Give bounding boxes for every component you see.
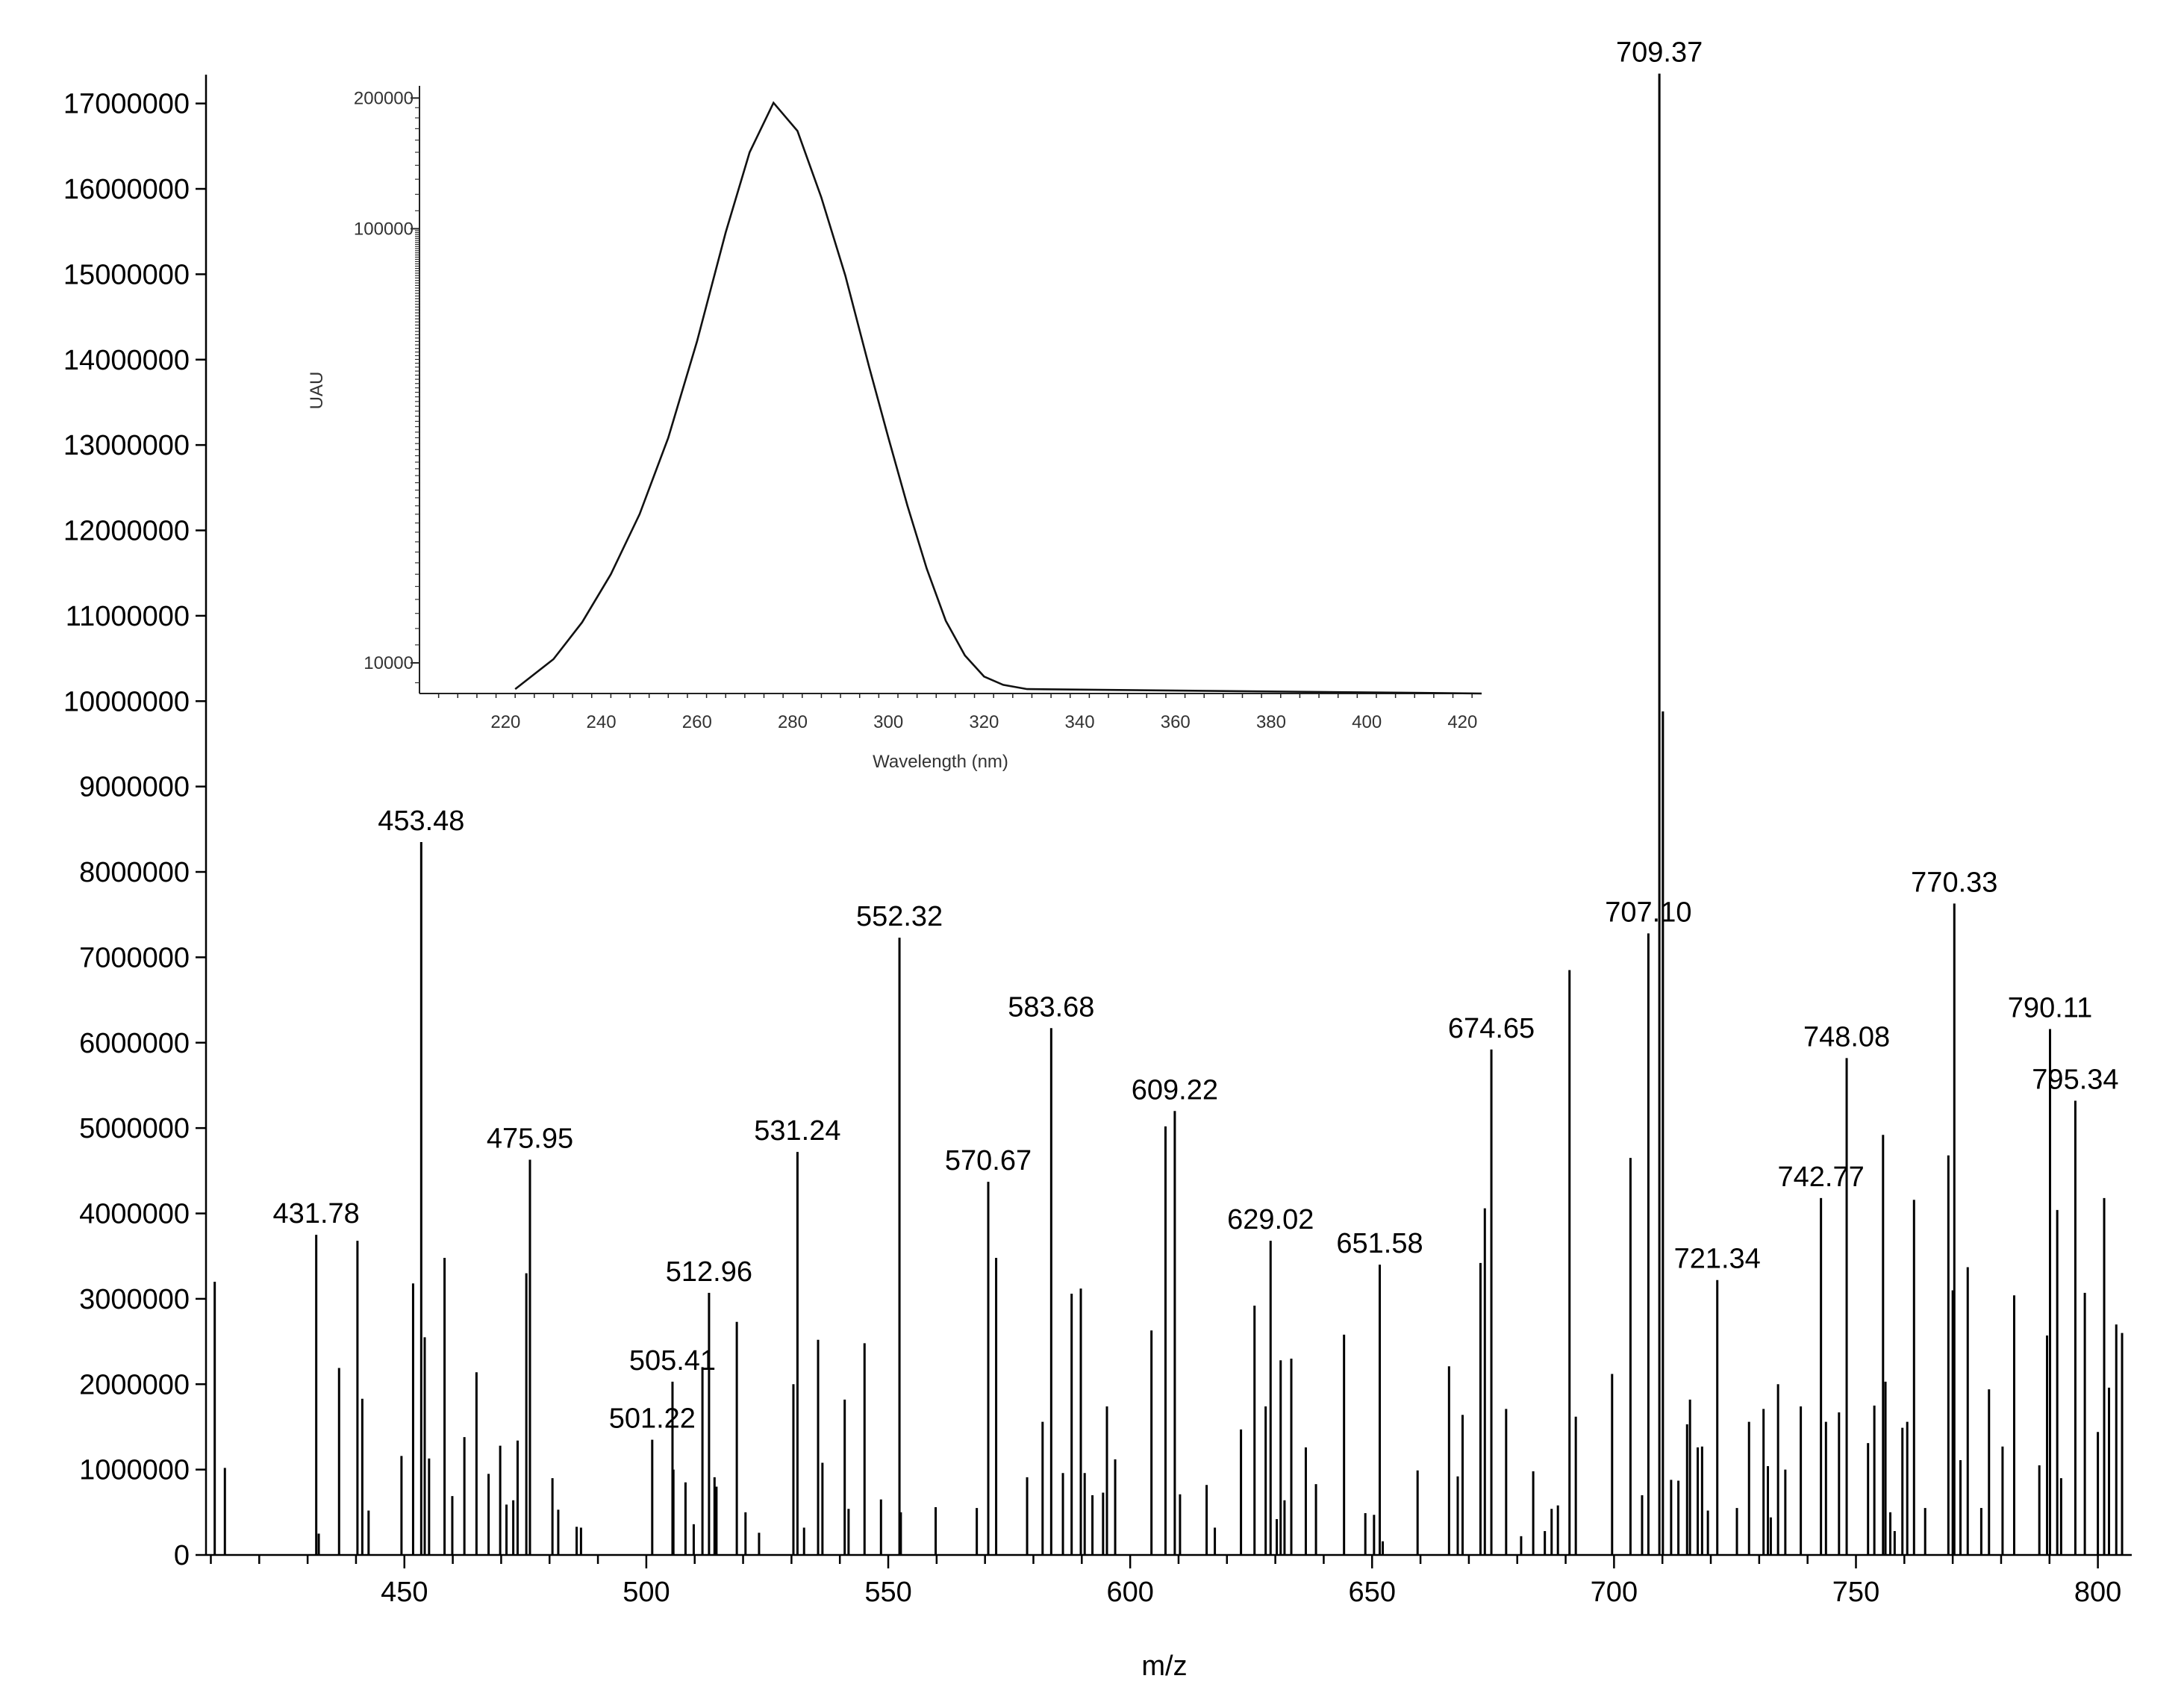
ms-y-tick-label: 5000000 [79,1113,190,1144]
ms-y-tick-label: 6000000 [79,1028,190,1059]
uv-x-tick-label: 320 [969,712,999,732]
ms-peak-label: 742.77 [1778,1162,1865,1193]
uv-x-tick-label: 420 [1447,712,1477,732]
ms-peak-label: 431.78 [273,1198,360,1229]
ms-y-tick-label: 11000000 [66,601,190,632]
ms-peak-label: 531.24 [754,1115,840,1147]
ms-y-tick-label: 15000000 [63,259,190,290]
ms-y-tick-label: 4000000 [79,1199,190,1230]
ms-peak-label: 795.34 [2032,1065,2118,1096]
ms-y-tick-label: 3000000 [79,1284,190,1315]
uv-x-tick-label: 300 [873,712,903,732]
ms-peak-label: 709.37 [1616,37,1703,69]
ms-y-tick-label: 16000000 [63,174,190,205]
ms-peak-label: 583.68 [1008,991,1094,1023]
ms-peak-label: 629.02 [1227,1204,1314,1235]
ms-y-tick-label: 9000000 [79,772,190,803]
ms-peak-label: 651.58 [1336,1228,1423,1259]
ms-peak-label: 512.96 [666,1256,752,1288]
ms-x-tick-label: 650 [1349,1577,1396,1608]
uv-y-tick-label: 200000 [354,88,414,108]
ms-peak-label: 770.33 [1911,867,1997,898]
ms-y-tick-label: 8000000 [79,857,190,888]
ms-y-tick-label: 1000000 [79,1455,190,1486]
ms-y-tick-label: 2000000 [79,1369,190,1400]
uv-axes: 220 240 260 280 300 320 340 360 380 400 420 10000 10… [354,86,1482,732]
ms-y-tick-label: 12000000 [63,516,190,547]
ms-peak-label: 570.67 [945,1145,1032,1176]
ms-y-tick-label: 0 [174,1540,190,1571]
ms-x-tick-label: 700 [1591,1577,1638,1608]
ms-peak-bars [213,73,2124,1555]
uv-x-tick-label: 340 [1065,712,1095,732]
uv-y-tick-label: 10000 [364,653,414,673]
ms-x-tick-label: 550 [864,1577,911,1608]
ms-peak-label: 552.32 [856,901,943,932]
uv-y-axis-title: UAU [307,372,327,410]
uv-x-tick-label: 280 [778,712,808,732]
ms-peak-label: 707.10 [1605,897,1691,928]
uv-x-tick-label: 400 [1352,712,1382,732]
uv-x-tick-label: 220 [490,712,520,732]
uv-x-tick-label: 260 [682,712,712,732]
ms-x-tick-label: 800 [2074,1577,2121,1608]
ms-peak-label: 501.22 [609,1403,696,1435]
ms-peak-label: 453.48 [378,805,464,837]
ms-peak-label: 609.22 [1132,1074,1218,1106]
ms-x-tick-label: 500 [623,1577,670,1608]
ms-y-tick-label: 14000000 [63,345,190,376]
uv-x-tick-label: 380 [1256,712,1286,732]
ms-x-tick-label: 750 [1832,1577,1879,1608]
ms-peak-label: 505.41 [629,1345,716,1377]
ms-x-tick-label: 600 [1106,1577,1153,1608]
ms-y-tick-label: 13000000 [63,430,190,461]
ms-y-tick-label: 17000000 [63,89,190,120]
uv-absorbance-line [514,101,1482,695]
mass-spectrum-chart: 431.78 453.48 475.95 501.22 505.41 512.96 531.… [63,37,2132,1682]
ms-peak-label: 721.34 [1674,1244,1761,1275]
ms-axes: 0 1000000 2000000 3000000 4000000 5000000 6000… [63,75,2132,1608]
ms-peak-label: 790.11 [2008,992,2092,1023]
ms-x-axis-title: m/z [1141,1651,1187,1682]
ms-y-tick-label: 10000000 [63,686,190,717]
uv-x-tick-label: 360 [1161,712,1191,732]
ms-peak-label: 748.08 [1803,1021,1890,1053]
ms-peak-label: 674.65 [1448,1013,1535,1044]
uv-x-axis-title: Wavelength (nm) [873,752,1008,772]
uv-inset-chart: 220 240 260 280 300 320 340 360 380 400 420 10000 10… [307,86,1482,772]
uv-y-tick-label: 100000 [354,219,414,239]
ms-x-tick-label: 450 [381,1577,428,1608]
uv-x-tick-label: 240 [587,712,617,732]
ms-y-tick-label: 7000000 [79,942,190,973]
ms-peak-label: 475.95 [487,1123,573,1154]
ms-peak-labels: 431.78 453.48 475.95 501.22 505.41 512.96 531.… [273,37,2119,1435]
